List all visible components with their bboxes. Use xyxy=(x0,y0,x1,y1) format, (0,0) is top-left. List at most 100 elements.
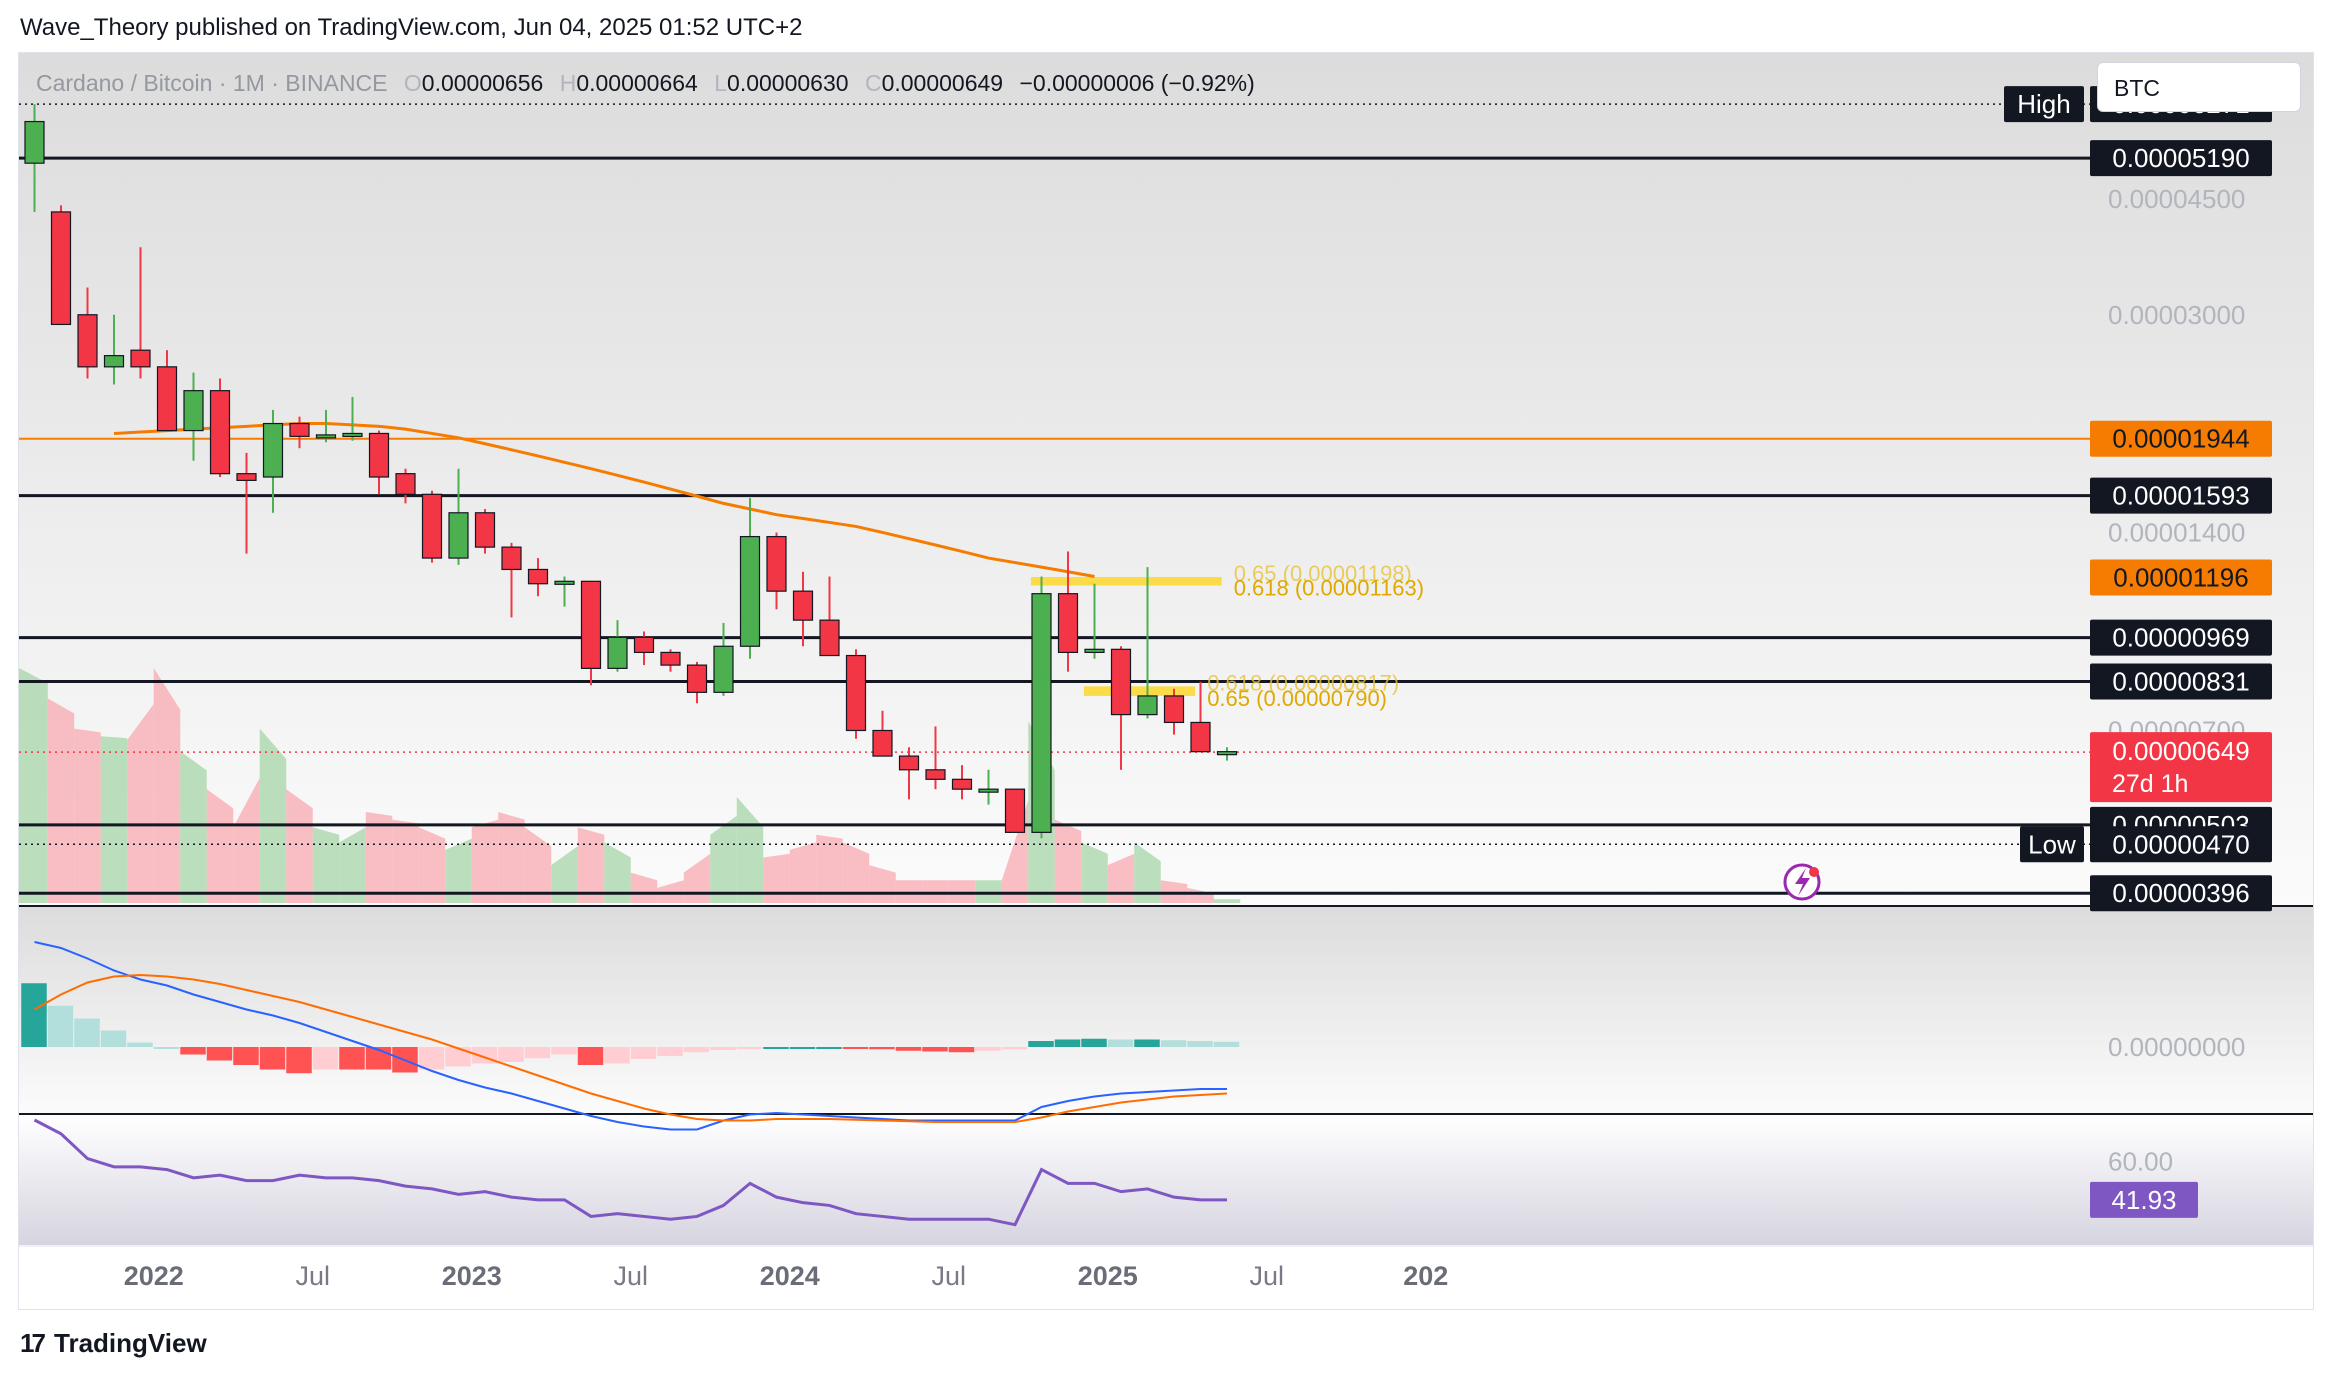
candle-body xyxy=(209,390,231,475)
axis-tick-label: 0.00003000 xyxy=(2108,300,2245,330)
ma-value-label: 0.00001196 xyxy=(2113,562,2248,592)
candle-body xyxy=(156,366,178,432)
axis-tick-label: 0.00004500 xyxy=(2108,184,2245,214)
candle-body xyxy=(1137,695,1158,716)
footer-brand[interactable]: 17 TradingView xyxy=(20,1328,207,1359)
change-value: −0.00000006 (−0.92%) xyxy=(1019,70,1255,96)
high-key: H xyxy=(559,70,577,96)
macd-histogram-bar xyxy=(1213,1041,1240,1047)
level-label-box xyxy=(2090,477,2272,514)
volume-segment xyxy=(418,827,446,903)
volume-segment xyxy=(1081,842,1108,903)
volume-segment xyxy=(445,838,472,903)
macd-histogram-bar xyxy=(551,1047,577,1055)
alert-icon[interactable] xyxy=(1783,863,1821,901)
volume-segment xyxy=(763,853,790,903)
candle-body xyxy=(766,535,787,592)
low-value: 0.00000630 xyxy=(727,70,849,96)
volume-segment xyxy=(206,789,234,903)
level-label: 0.00000470 xyxy=(2112,829,2249,859)
candle-body xyxy=(554,580,575,585)
volume-segment xyxy=(286,789,313,903)
symbol-legend[interactable]: Cardano / Bitcoin · 1M · BINANCE O0.0000… xyxy=(36,70,1255,97)
candle-body xyxy=(872,729,893,757)
candle-body xyxy=(130,349,151,368)
volume-segment xyxy=(975,880,1002,903)
time-axis[interactable]: 2022 Jul 2023 Jul 2024 Jul 2025 Jul 202 xyxy=(19,1245,2313,1291)
volume-segment xyxy=(47,698,75,903)
close-value: 0.00000649 xyxy=(881,70,1004,96)
fib-zone xyxy=(1083,686,1196,696)
macd-histogram-bar xyxy=(206,1047,233,1061)
candle-body xyxy=(77,314,98,368)
macd-pane xyxy=(21,941,1240,1131)
volume-segment xyxy=(551,846,578,903)
volume-segment xyxy=(180,751,207,903)
candle-body xyxy=(819,619,840,657)
macd-histogram-bar xyxy=(657,1047,683,1056)
macd-histogram-bar xyxy=(1134,1039,1160,1047)
time-tick-label: 2025 xyxy=(1078,1261,1138,1291)
close-key: C xyxy=(864,70,882,96)
candle-body xyxy=(50,211,72,326)
macd-histogram-bar xyxy=(1107,1039,1134,1047)
macd-histogram-bar xyxy=(524,1047,551,1059)
volume-segment xyxy=(710,815,737,903)
chart-frame[interactable] xyxy=(18,52,2314,1310)
candle-body xyxy=(236,473,257,481)
current-price-label: 0.00000649 xyxy=(2112,736,2249,766)
publisher-line: Wave_Theory published on TradingView.com… xyxy=(20,14,803,41)
volume-segment xyxy=(498,812,525,903)
macd-histogram-bar xyxy=(816,1047,842,1049)
level-label: 0.00005190 xyxy=(2112,143,2249,173)
candle-body xyxy=(1190,721,1211,753)
level-label: 0.00000831 xyxy=(2112,666,2249,696)
volume-segment xyxy=(789,842,817,903)
volume-segment xyxy=(153,668,181,903)
volume-segment xyxy=(1187,887,1214,903)
candle-body xyxy=(1216,751,1238,756)
level-label: 0.00001944 xyxy=(2112,424,2249,454)
macd-histogram-bar xyxy=(736,1047,763,1049)
volume-segment xyxy=(233,777,260,903)
fib-zones: 0.65 (0.00001198)0.618 (0.00001163) 0.618… xyxy=(1030,561,1424,711)
level-label: 0.00000396 xyxy=(2112,878,2249,908)
macd-histogram-bar xyxy=(74,1018,100,1047)
candle-body xyxy=(713,645,734,693)
fib-zone xyxy=(1030,576,1222,586)
currency-selector[interactable]: BTC xyxy=(2097,62,2301,112)
candle-body xyxy=(474,512,496,548)
candle-body xyxy=(103,355,125,368)
candle-body xyxy=(1110,648,1132,716)
rsi-value-box xyxy=(2090,1181,2198,1218)
macd-histogram-bar xyxy=(153,1047,180,1049)
candle-body xyxy=(1004,788,1026,833)
open-value: 0.00000656 xyxy=(421,70,544,96)
candle-body xyxy=(395,473,416,495)
candle-body xyxy=(289,422,310,437)
candle-body xyxy=(527,568,549,585)
candle-body xyxy=(739,535,761,647)
candle-body xyxy=(368,432,390,478)
macd-histogram-bar xyxy=(710,1047,736,1050)
fib-label: 0.618 (0.00001163) xyxy=(1234,575,1424,600)
time-tick-label: Jul xyxy=(613,1261,648,1291)
macd-histogram-bar xyxy=(1160,1040,1187,1047)
macd-histogram-bar xyxy=(975,1047,1001,1051)
time-tick-label: Jul xyxy=(1249,1261,1284,1291)
level-tag: Low xyxy=(2028,829,2076,859)
current-price-box xyxy=(2090,732,2272,803)
candle-body xyxy=(315,434,337,439)
fib-label: 0.65 (0.00000790) xyxy=(1207,686,1387,711)
volume-area xyxy=(19,668,1241,903)
level-tag: High xyxy=(2017,89,2070,119)
macd-histogram-bar xyxy=(683,1047,710,1053)
volume-segment xyxy=(630,872,658,903)
symbol-name[interactable]: Cardano / Bitcoin · 1M · BINANCE xyxy=(36,70,388,96)
axis-tick-label: 60.00 xyxy=(2108,1146,2173,1176)
volume-segment xyxy=(577,827,605,903)
macd-pane-background xyxy=(19,907,2313,1113)
candles xyxy=(24,104,1238,839)
macd-histogram-bar xyxy=(286,1047,312,1074)
